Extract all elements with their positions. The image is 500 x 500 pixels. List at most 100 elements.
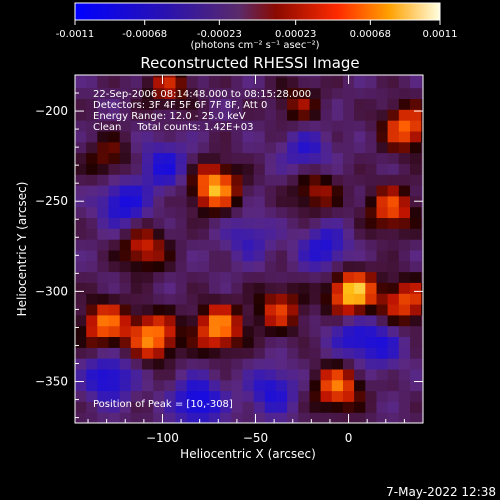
heatmap-cell	[186, 379, 199, 392]
heatmap-cell	[264, 271, 277, 283]
heatmap-cell	[231, 293, 244, 305]
heatmap-cell	[421, 304, 423, 316]
heatmap-cell	[421, 109, 423, 121]
heatmap-cell	[331, 347, 344, 359]
heatmap-cell	[186, 368, 199, 381]
heatmap-cell	[309, 379, 322, 392]
heatmap-cell	[130, 412, 143, 423]
heatmap-cell	[264, 260, 277, 273]
heatmap-cell	[108, 325, 121, 337]
heatmap-cell	[320, 152, 333, 164]
heatmap-cell	[130, 141, 143, 154]
heatmap-cell	[130, 368, 143, 381]
heatmap-cell	[287, 87, 299, 99]
heatmap-cell	[186, 390, 199, 402]
heatmap-cell	[276, 98, 288, 110]
heatmap-cell	[421, 75, 423, 78]
heatmap-cell	[209, 314, 221, 327]
heatmap-cell	[410, 228, 422, 240]
heatmap-cell	[398, 390, 411, 402]
heatmap-cell	[142, 228, 154, 240]
heatmap-cell	[365, 271, 378, 283]
heatmap-cell	[354, 76, 366, 89]
heatmap-cell	[209, 206, 221, 218]
heatmap-cell	[108, 75, 121, 78]
heatmap-cell	[108, 304, 121, 316]
heatmap-cell	[354, 379, 366, 392]
heatmap-cell	[376, 314, 389, 327]
heatmap-cell	[354, 141, 366, 154]
heatmap-cell	[242, 76, 255, 89]
heatmap-cell	[309, 293, 322, 305]
heatmap-cell	[197, 249, 210, 262]
heatmap-cell	[421, 141, 423, 154]
heatmap-cell	[108, 174, 121, 186]
heatmap-cell	[264, 228, 277, 240]
heatmap-cell	[242, 249, 255, 262]
heatmap-cell	[421, 98, 423, 110]
heatmap-cell	[320, 185, 333, 197]
heatmap-cell	[421, 390, 423, 402]
heatmap-cell	[175, 304, 188, 316]
heatmap-cell	[320, 368, 333, 381]
heatmap-cell	[343, 390, 355, 402]
heatmap-cell	[298, 358, 311, 370]
heatmap-cell	[231, 260, 244, 273]
heatmap-cell	[142, 152, 154, 164]
heatmap-cell	[398, 260, 411, 273]
heatmap-cell	[398, 109, 411, 121]
heatmap-cell	[365, 109, 378, 121]
heatmap-cell	[220, 98, 232, 110]
heatmap-cell	[119, 206, 132, 218]
heatmap-cell	[354, 206, 366, 218]
heatmap-cell	[231, 206, 244, 218]
heatmap-cell	[153, 75, 165, 78]
heatmap-cell	[97, 260, 110, 273]
heatmap-cell	[343, 195, 355, 208]
heatmap-cell	[197, 260, 210, 273]
heatmap-cell	[175, 152, 188, 164]
heatmap-cell	[309, 358, 322, 370]
heatmap-cell	[331, 358, 344, 370]
heatmap-cell	[365, 412, 378, 423]
heatmap-cell	[376, 152, 389, 164]
heatmap-cell	[186, 347, 199, 359]
heatmap-cell	[365, 347, 378, 359]
heatmap-cell	[97, 109, 110, 121]
heatmap-cell	[197, 304, 210, 316]
heatmap-cell	[86, 282, 98, 294]
heatmap-cell	[186, 401, 199, 413]
heatmap-cell	[354, 304, 366, 316]
heatmap-cell	[376, 87, 389, 99]
heatmap-cell	[220, 109, 232, 121]
heatmap-cell	[376, 217, 389, 229]
heatmap-cell	[164, 174, 177, 186]
heatmap-cell	[421, 347, 423, 359]
heatmap-cell	[331, 368, 344, 381]
heatmap-cell	[209, 412, 221, 423]
heatmap-cell	[197, 390, 210, 402]
heatmap-cell	[387, 401, 400, 413]
heatmap-cell	[387, 390, 400, 402]
heatmap-cell	[387, 152, 400, 164]
heatmap-cell	[75, 282, 87, 294]
plot-frame	[74, 74, 424, 424]
y-tick-label: −250	[35, 194, 68, 208]
heatmap-cell	[421, 282, 423, 294]
heatmap-cell	[153, 76, 165, 89]
heatmap-cell	[331, 217, 344, 229]
heatmap-cell	[75, 228, 87, 240]
heatmap-cell	[75, 358, 87, 370]
heatmap-cell	[231, 282, 244, 294]
heatmap-cell	[331, 152, 344, 164]
heatmap-cell	[253, 347, 266, 359]
heatmap-cell	[231, 109, 244, 121]
heatmap-cell	[86, 249, 98, 262]
heatmap-cell	[410, 130, 422, 143]
heatmap-cell	[231, 379, 244, 392]
heatmap-cell	[331, 228, 344, 240]
heatmap-cell	[287, 228, 299, 240]
heatmap-cell	[197, 130, 210, 143]
heatmap-cell	[75, 98, 87, 110]
heatmap-cell	[220, 130, 232, 143]
